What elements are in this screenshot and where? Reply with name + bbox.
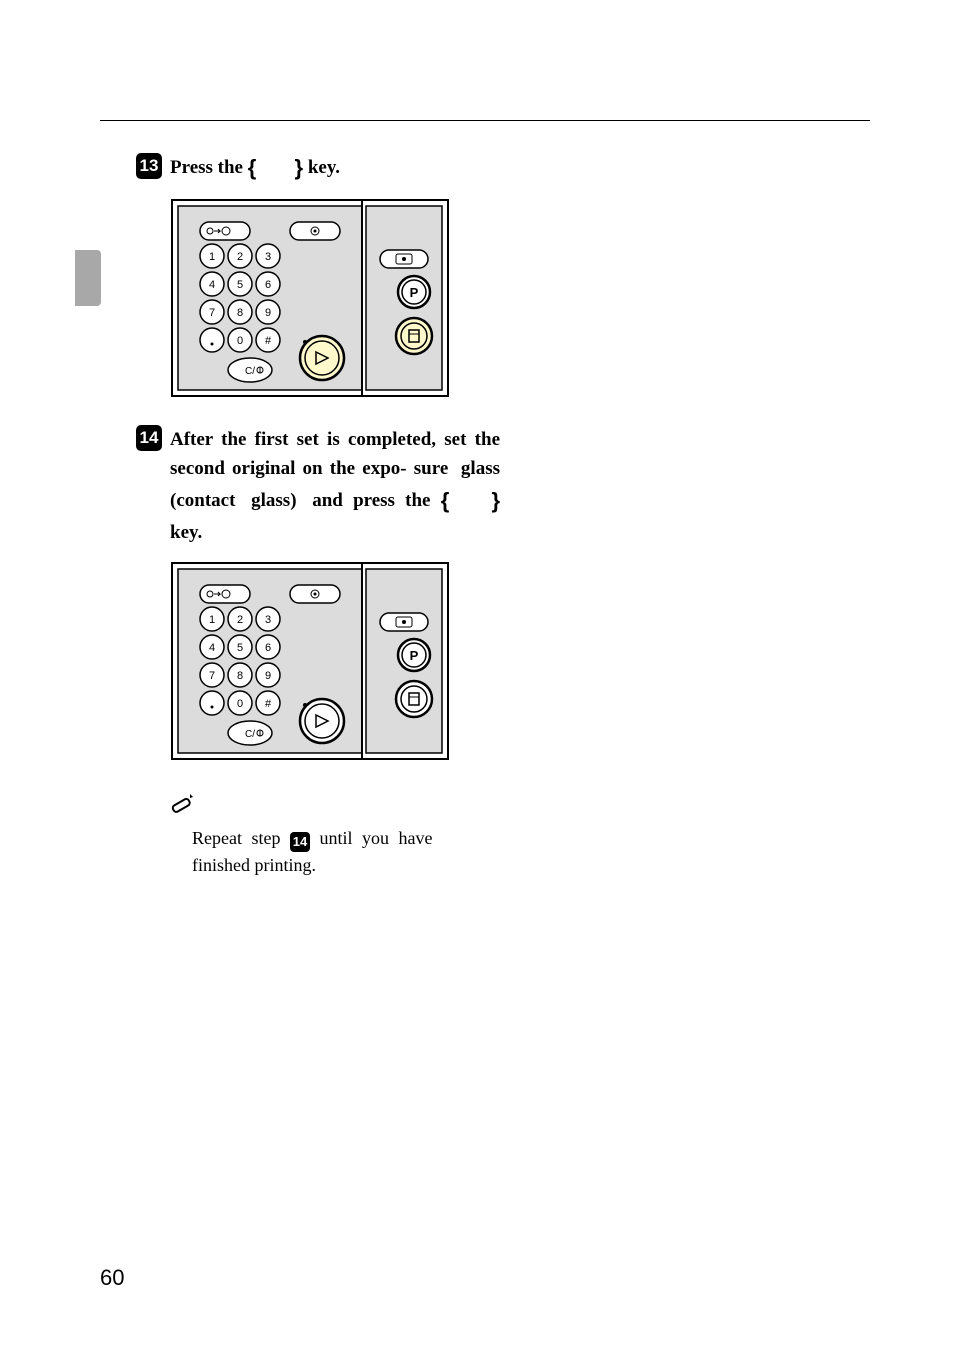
svg-text:3: 3 bbox=[265, 251, 271, 263]
step-13-pre: Press the bbox=[170, 157, 248, 178]
step-13: 1 3 Press the {Print} key. bbox=[170, 153, 500, 403]
svg-text:9: 9 bbox=[265, 307, 271, 319]
svg-text:#: # bbox=[265, 335, 272, 347]
svg-text:8: 8 bbox=[237, 307, 243, 319]
note-line1-pre: Repeat step bbox=[192, 828, 290, 848]
svg-text:6: 6 bbox=[265, 279, 271, 291]
bracket-close: } bbox=[295, 155, 304, 180]
step-14-press-post: key. bbox=[170, 522, 202, 543]
note-body: Repeat step 14 until you have finished p… bbox=[192, 825, 500, 879]
pencil-icon bbox=[170, 788, 196, 814]
svg-text:9: 9 bbox=[265, 670, 271, 682]
svg-text:1: 1 bbox=[209, 614, 215, 626]
svg-text:0: 0 bbox=[237, 698, 243, 710]
key-label-hidden: Print bbox=[256, 173, 258, 174]
panel-svg-1: 1 2 3 4 5 6 7 8 9 0 # C/ bbox=[170, 198, 450, 398]
bracket-close: } bbox=[491, 488, 500, 513]
svg-text:4: 4 bbox=[209, 279, 215, 291]
step-14: 14 After the first set is completed, set… bbox=[170, 425, 500, 879]
section-tab-marker bbox=[75, 250, 101, 306]
step-13-post: key. bbox=[303, 157, 340, 178]
content-column: 13 Press the {Print} key. bbox=[170, 153, 500, 879]
step-14-text: After the first set is completed, set th… bbox=[170, 425, 500, 547]
bracket-open: { bbox=[441, 488, 450, 513]
svg-text:C/: C/ bbox=[245, 729, 255, 740]
svg-text:2: 2 bbox=[237, 614, 243, 626]
note-line1-post: until you have bbox=[310, 828, 432, 848]
note-icon: Note bbox=[170, 788, 500, 819]
page-number: 60 bbox=[100, 1265, 124, 1291]
step-number-badge: 13 bbox=[136, 153, 162, 179]
page-container: 13 Press the {Print} key. bbox=[0, 0, 954, 1351]
svg-text:#: # bbox=[265, 698, 272, 710]
svg-text:6: 6 bbox=[265, 642, 271, 654]
svg-text:5: 5 bbox=[237, 642, 243, 654]
svg-text:4: 4 bbox=[209, 642, 215, 654]
svg-text:8: 8 bbox=[237, 670, 243, 682]
step-14-press-pre: press the bbox=[353, 490, 441, 511]
svg-text:7: 7 bbox=[209, 307, 215, 319]
svg-text:C/: C/ bbox=[245, 366, 255, 377]
svg-text:7: 7 bbox=[209, 670, 215, 682]
control-panel-figure-2: 1 2 3 4 5 6 7 8 9 0 # C/ bbox=[170, 561, 450, 766]
svg-text:0: 0 bbox=[237, 335, 243, 347]
bracket-open: { bbox=[248, 155, 257, 180]
svg-text:2: 2 bbox=[237, 251, 243, 263]
top-rule bbox=[100, 120, 870, 121]
key-label-hidden: Start bbox=[449, 506, 451, 507]
step-13-text: Press the {Print} key. bbox=[170, 153, 500, 184]
svg-text:3: 3 bbox=[265, 614, 271, 626]
svg-text:P: P bbox=[410, 648, 419, 663]
svg-text:5: 5 bbox=[237, 279, 243, 291]
inline-step-ref: 14 bbox=[290, 832, 310, 852]
panel-svg-2: 1 2 3 4 5 6 7 8 9 0 # C/ bbox=[170, 561, 450, 761]
control-panel-figure-1: 1 2 3 4 5 6 7 8 9 0 # C/ bbox=[170, 198, 450, 403]
step-14-line1: After the first set is completed, set bbox=[170, 429, 466, 450]
step-number-badge: 14 bbox=[136, 425, 162, 451]
note-heading: Note bbox=[204, 799, 237, 818]
note-line2: finished printing. bbox=[192, 855, 316, 875]
svg-text:1: 1 bbox=[209, 251, 215, 263]
svg-text:P: P bbox=[410, 285, 419, 300]
